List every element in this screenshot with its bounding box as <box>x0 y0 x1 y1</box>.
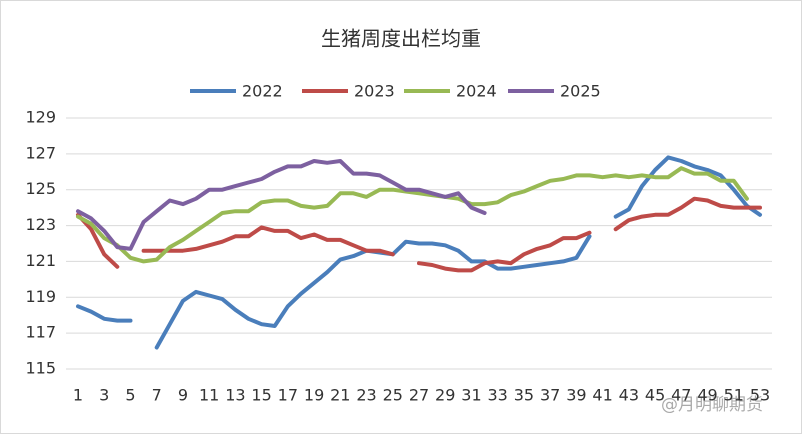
x-tick-label: 33 <box>488 386 508 405</box>
x-tick-label: 13 <box>225 386 245 405</box>
x-tick-label: 27 <box>409 386 429 405</box>
legend-label: 2025 <box>560 82 601 101</box>
legend-label: 2023 <box>354 82 395 101</box>
x-tick-label: 11 <box>199 386 219 405</box>
x-tick-label: 31 <box>461 386 481 405</box>
series-line <box>76 159 487 251</box>
watermark: @月明聊期货 <box>661 395 763 415</box>
x-tick-label: 25 <box>383 386 403 405</box>
y-tick-label: 119 <box>25 287 56 306</box>
x-tick-label: 35 <box>514 386 534 405</box>
y-tick-label: 129 <box>25 108 56 127</box>
x-tick-label: 21 <box>330 386 350 405</box>
series-line <box>76 196 762 273</box>
x-tick-label: 15 <box>251 386 271 405</box>
x-tick-label: 47 <box>671 386 691 405</box>
y-tick-label: 127 <box>25 143 56 162</box>
legend-label: 2024 <box>456 82 497 101</box>
series-line <box>76 166 749 264</box>
x-tick-label: 17 <box>278 386 298 405</box>
chart-title: 生猪周度出栏均重 <box>321 27 481 51</box>
x-tick-label: 49 <box>697 386 717 405</box>
x-tick-label: 41 <box>592 386 612 405</box>
legend-label: 2022 <box>242 82 283 101</box>
x-tick-label: 51 <box>724 386 744 405</box>
x-tick-label: 7 <box>152 386 162 405</box>
x-tick-label: 9 <box>178 386 188 405</box>
y-tick-label: 123 <box>25 215 56 234</box>
y-tick-label: 117 <box>25 323 56 342</box>
y-tick-label: 115 <box>25 359 56 378</box>
x-tick-label: 23 <box>356 386 376 405</box>
x-tick-label: 3 <box>99 386 109 405</box>
y-tick-label: 125 <box>25 179 56 198</box>
x-tick-label: 45 <box>645 386 665 405</box>
x-tick-label: 19 <box>304 386 324 405</box>
x-tick-label: 53 <box>750 386 770 405</box>
x-tick-label: 5 <box>125 386 135 405</box>
x-tick-label: 37 <box>540 386 560 405</box>
x-tick-label: 39 <box>566 386 586 405</box>
y-tick-label: 121 <box>25 251 56 270</box>
x-tick-label: 1 <box>73 386 83 405</box>
x-tick-label: 29 <box>435 386 455 405</box>
x-tick-label: 43 <box>619 386 639 405</box>
